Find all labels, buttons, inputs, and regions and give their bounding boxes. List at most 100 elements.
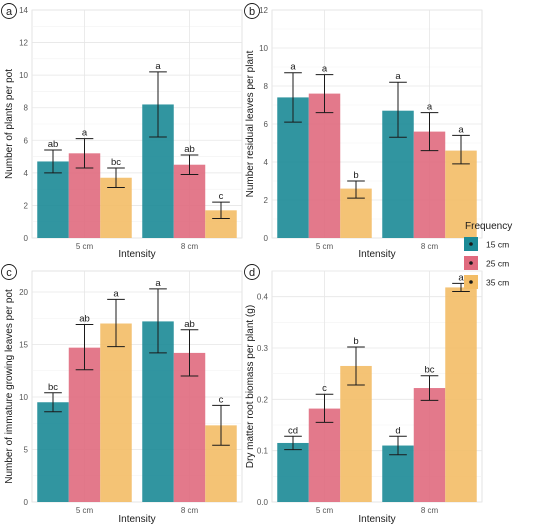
y-axis-title: Number of immature growing leaves per po… — [4, 289, 15, 484]
y-tick-label: 0.4 — [257, 293, 269, 302]
x-tick-label: 5 cm — [316, 242, 334, 251]
y-tick-label: 0 — [24, 498, 29, 507]
significance-label: b — [353, 336, 358, 347]
y-tick-label: 0.3 — [257, 344, 269, 353]
y-tick-label: 4 — [24, 169, 29, 178]
y-tick-label: 12 — [19, 39, 28, 48]
significance-label: a — [155, 278, 161, 289]
panel-tag-letter: a — [6, 6, 13, 18]
significance-label: c — [219, 394, 224, 405]
y-tick-label: 6 — [24, 136, 29, 145]
significance-label: a — [113, 288, 119, 299]
legend-label: 35 cm — [486, 278, 509, 288]
panel-tag-circle — [244, 3, 260, 19]
y-tick-label: 0 — [24, 234, 29, 243]
x-tick-label: 5 cm — [76, 242, 94, 251]
legend-dot-icon — [469, 261, 473, 265]
significance-label: ab — [79, 314, 90, 325]
legend-dot-icon — [469, 280, 473, 284]
bar-15cm-5cm — [37, 161, 69, 238]
y-tick-label: 10 — [259, 44, 268, 53]
legend-label: 15 cm — [486, 240, 509, 250]
x-tick-label: 8 cm — [421, 506, 439, 515]
x-tick-label: 8 cm — [181, 242, 199, 251]
significance-label: a — [155, 61, 161, 72]
y-tick-label: 15 — [19, 341, 28, 350]
bar-25cm-5cm — [308, 93, 341, 238]
panel-tag-letter: c — [6, 267, 12, 279]
y-tick-label: 14 — [19, 6, 28, 15]
panel-tag: b — [244, 3, 260, 19]
significance-label: a — [458, 272, 464, 283]
significance-label: a — [458, 124, 464, 135]
x-axis-title: Intensity — [358, 514, 395, 525]
y-tick-label: 20 — [19, 288, 28, 297]
panel-tag: c — [1, 264, 17, 280]
significance-label: bc — [111, 157, 121, 168]
bar-35cm-5cm — [100, 323, 132, 502]
y-tick-label: 6 — [264, 120, 269, 129]
panel-tag-circle — [1, 264, 17, 280]
legend-entry-25cm: 25 cm — [464, 256, 509, 270]
bar-35cm-5cm — [340, 365, 372, 502]
x-tick-label: 5 cm — [316, 506, 334, 515]
bar-15cm-5cm — [277, 442, 309, 502]
significance-label: bc — [48, 382, 58, 393]
legend-entry-15cm: 15 cm — [464, 237, 509, 251]
bar-25cm-5cm — [308, 408, 341, 502]
x-tick-label: 8 cm — [421, 242, 439, 251]
significance-label: bc — [424, 365, 434, 376]
y-tick-label: 0.1 — [257, 447, 269, 456]
x-tick-label: 8 cm — [181, 506, 199, 515]
bar-25cm-8cm — [173, 164, 206, 238]
y-tick-label: 0.0 — [257, 498, 269, 507]
significance-label: d — [395, 425, 400, 436]
y-axis-title: Number of plants per pot — [4, 69, 15, 179]
significance-label: ab — [184, 319, 195, 330]
legend-dot-icon — [469, 242, 473, 246]
panel-tag: d — [244, 264, 260, 280]
significance-label: a — [290, 62, 296, 73]
panel-b: 0 2 4 6 8 10 12 a a a a b a 5 cm 8 cm Intensity Number r… — [244, 3, 483, 260]
significance-label: b — [353, 170, 358, 181]
panel-tag: a — [1, 3, 17, 19]
y-tick-label: 8 — [264, 82, 269, 91]
panel-tag-letter: d — [249, 267, 255, 279]
x-axis-title: Intensity — [118, 249, 155, 260]
y-tick-label: 10 — [19, 71, 28, 80]
bar-35cm-8cm — [445, 150, 477, 238]
significance-label: ab — [48, 139, 59, 150]
bar-15cm-5cm — [37, 402, 69, 502]
y-axis-title: Number residual leaves per plant — [245, 50, 256, 197]
panel-d: 0.0 0.1 0.2 0.3 0.4 cd d c bc b a 5 cm 8 cm Intensity… — [244, 264, 483, 525]
significance-label: cd — [288, 425, 298, 436]
y-tick-label: 2 — [24, 201, 29, 210]
significance-label: c — [322, 383, 327, 394]
panel-tag-circle — [1, 3, 17, 19]
legend-label: 25 cm — [486, 259, 509, 269]
legend-title: Frequency — [465, 221, 512, 232]
y-tick-label: 5 — [24, 446, 29, 455]
y-tick-label: 12 — [259, 6, 268, 15]
significance-label: ab — [184, 144, 195, 155]
bar-25cm-8cm — [173, 352, 206, 502]
y-tick-label: 4 — [264, 158, 269, 167]
significance-label: a — [322, 64, 328, 75]
x-tick-label: 5 cm — [76, 506, 94, 515]
x-axis-title: Intensity — [118, 514, 155, 525]
significance-label: a — [427, 102, 433, 113]
significance-label: a — [82, 128, 88, 139]
significance-label: c — [219, 191, 224, 202]
panel-tag-letter: b — [249, 6, 255, 18]
panel-c: 0 5 10 15 20 bc a ab ab a c 5 cm 8 cm Intensity Number… — [1, 264, 243, 525]
significance-label: a — [395, 71, 401, 82]
bar-35cm-8cm — [445, 287, 477, 502]
y-tick-label: 8 — [24, 104, 29, 113]
y-tick-label: 10 — [19, 393, 28, 402]
x-axis-title: Intensity — [358, 249, 395, 260]
y-tick-label: 2 — [264, 196, 269, 205]
panel-a: 0 2 4 6 8 10 12 14 ab a a ab bc c 5 cm 8 cm Intensity Num… — [1, 3, 243, 260]
y-axis-title: Dry matter root biomass per plant (g) — [245, 305, 256, 468]
